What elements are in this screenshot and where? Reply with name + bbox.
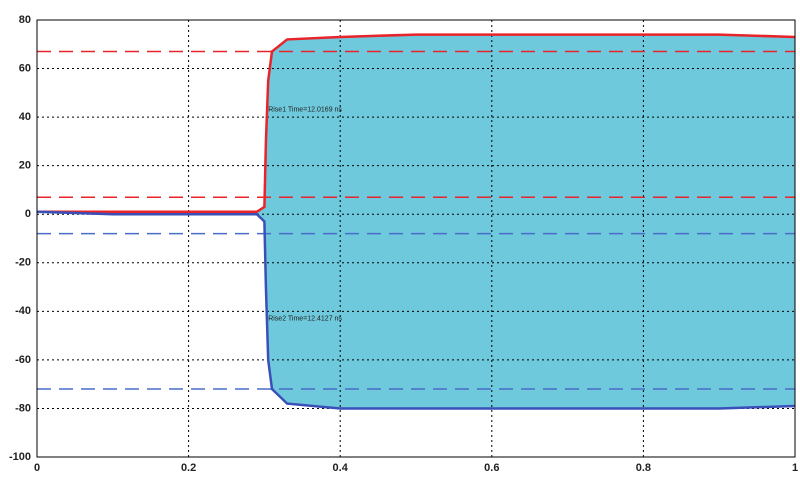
y-tick-label: 40 bbox=[19, 111, 31, 123]
series-line bbox=[37, 33, 796, 214]
y-tick-label: 60 bbox=[19, 62, 31, 74]
y-tick-label: -20 bbox=[15, 257, 31, 269]
x-tick-label: 0.8 bbox=[636, 462, 651, 474]
x-tick-label: 1 bbox=[792, 462, 798, 474]
x-tick-label: 0 bbox=[34, 462, 40, 474]
y-tick-label: 80 bbox=[19, 14, 31, 26]
series-line bbox=[36, 210, 796, 410]
annotation: Rise2 Time=12.4127 ns bbox=[268, 315, 342, 322]
x-tick-label: 0.2 bbox=[181, 462, 196, 474]
y-tick-label: 20 bbox=[19, 160, 31, 172]
fill-area bbox=[256, 34, 795, 409]
y-tick-label: -60 bbox=[15, 354, 31, 366]
plot-frame bbox=[36, 19, 796, 458]
y-tick-label: -40 bbox=[15, 305, 31, 317]
y-tick-label: -80 bbox=[15, 402, 31, 414]
y-tick-label: -100 bbox=[9, 451, 31, 463]
x-tick-label: 0.6 bbox=[484, 462, 499, 474]
y-tick-label: 0 bbox=[25, 208, 31, 220]
x-tick-label: 0.4 bbox=[333, 462, 349, 474]
annotation: Rise1 Time=12.0169 ns bbox=[268, 107, 342, 114]
